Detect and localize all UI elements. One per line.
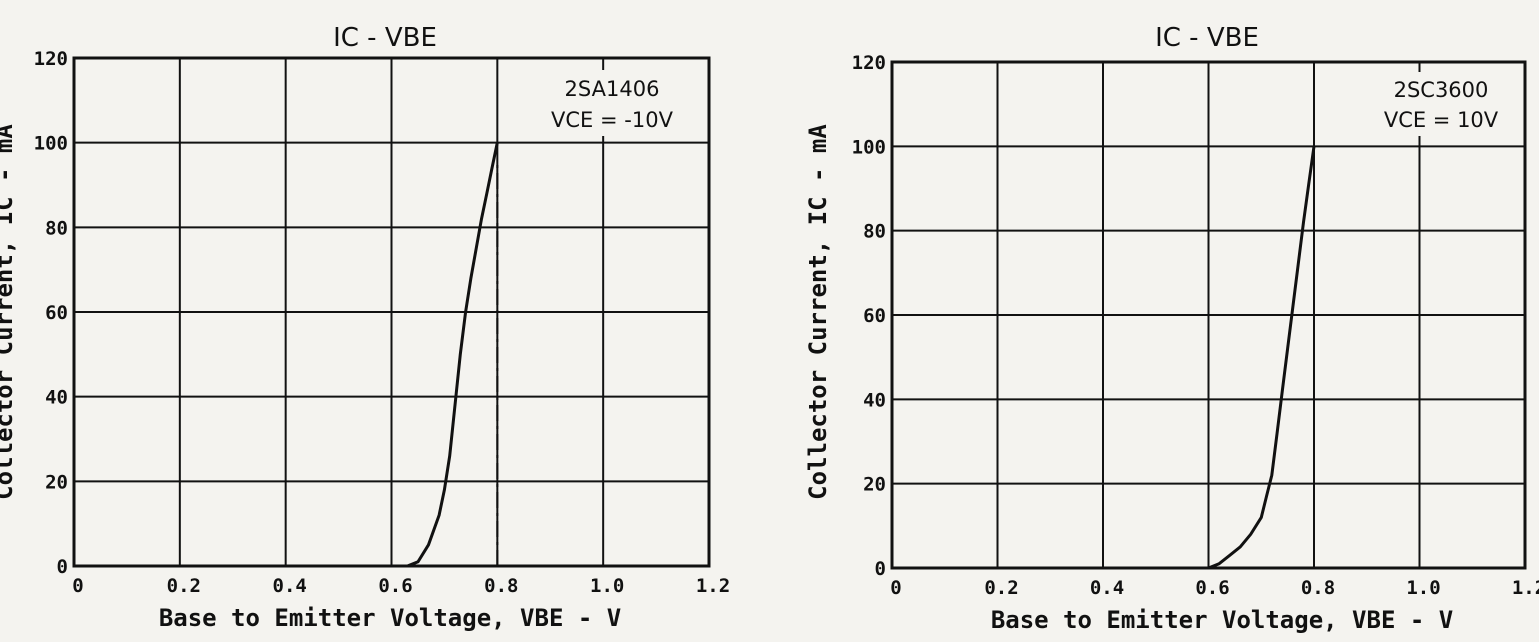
x-tick-label: 1.0 (590, 575, 624, 597)
annotation-box (521, 70, 703, 136)
x-tick-label: 1.2 (696, 575, 730, 597)
y-tick-label: 20 (45, 471, 68, 493)
y-tick-label: 20 (863, 474, 886, 496)
chart-title: IC - VBE (333, 23, 437, 53)
x-axis-label: Base to Emitter Voltage, VBE - V (159, 604, 621, 632)
series-line (74, 142, 499, 568)
y-tick-label: 120 (852, 52, 886, 74)
annotation-vce: VCE = 10V (1384, 108, 1499, 132)
annotation-part-number: 2SA1406 (565, 77, 660, 101)
x-tick-labels: 0 0.2 0.4 0.6 0.8 1.0 1.2 (72, 575, 730, 597)
y-tick-labels: 0 20 40 60 80 100 120 (852, 52, 886, 580)
y-tick-label: 0 (875, 558, 886, 580)
y-tick-label: 80 (863, 221, 886, 243)
series-line (892, 146, 1316, 570)
chart-2sc3600: IC - VBE 0 20 40 60 80 100 120 0 0.2 0.4 0.6 0.8 1.… (804, 23, 1539, 634)
x-tick-label: 0.4 (1090, 577, 1124, 599)
x-tick-label: 0.8 (1301, 577, 1335, 599)
x-tick-label: 0.8 (484, 575, 518, 597)
x-tick-label: 0.6 (378, 575, 412, 597)
y-tick-labels: 0 20 40 60 80 100 120 (34, 48, 68, 578)
y-tick-label: 80 (45, 217, 68, 239)
y-axis-label: Collector Current, IC - mA (804, 124, 832, 500)
x-tick-labels: 0 0.2 0.4 0.6 0.8 1.0 1.2 (890, 577, 1539, 599)
y-tick-label: 120 (34, 48, 68, 70)
y-tick-label: 0 (57, 556, 68, 578)
y-tick-label: 100 (34, 133, 68, 155)
x-axis-label: Base to Emitter Voltage, VBE - V (991, 606, 1453, 634)
chart-title: IC - VBE (1155, 23, 1259, 53)
x-tick-label: 0.6 (1195, 577, 1229, 599)
y-tick-label: 40 (45, 387, 68, 409)
y-tick-label: 60 (863, 305, 886, 327)
y-tick-label: 60 (45, 302, 68, 324)
grid (892, 62, 1525, 568)
x-tick-label: 0.4 (273, 575, 307, 597)
y-axis-label: Collector Current, IC - mA (0, 124, 18, 500)
x-tick-label: 0.2 (167, 575, 201, 597)
y-tick-label: 40 (863, 389, 886, 411)
x-tick-label: 1.2 (1512, 577, 1539, 599)
annotation-vce: VCE = -10V (551, 108, 674, 132)
x-tick-label: 0.2 (984, 577, 1018, 599)
annotation-box (1362, 72, 1520, 136)
x-tick-label: 0 (72, 575, 83, 597)
x-tick-label: 0 (890, 577, 901, 599)
annotation-part-number: 2SC3600 (1394, 78, 1489, 102)
y-tick-label: 100 (852, 136, 886, 158)
chart-2sa1406: IC - VBE 0 20 40 60 80 100 120 0 0.2 0.4 0.6 0.8 1.… (0, 23, 730, 632)
x-tick-label: 1.0 (1406, 577, 1440, 599)
